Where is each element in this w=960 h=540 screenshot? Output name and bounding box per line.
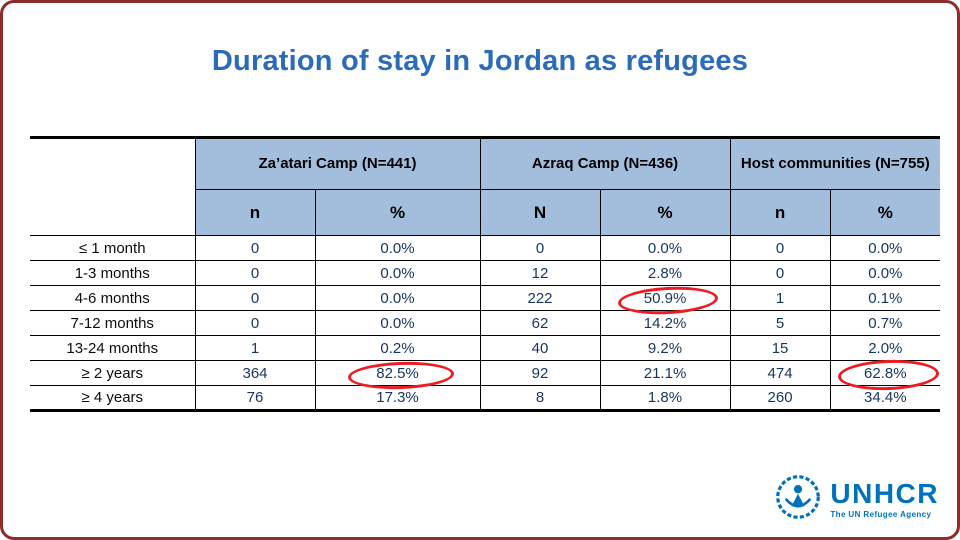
row-label: 13-24 months	[30, 335, 195, 361]
value-cell: 5	[729, 310, 831, 336]
row-label: ≥ 2 years	[30, 360, 195, 386]
unhcr-logo: UNHCR The UN Refugee Agency	[775, 474, 939, 525]
group-header-host: Host communities (N=755)	[729, 137, 941, 190]
value-cell: 92	[479, 360, 601, 386]
row-label: ≥ 4 years	[30, 385, 195, 411]
subheader-cell: n	[194, 189, 315, 236]
value-cell: 62.8%	[829, 360, 941, 386]
value-cell: 62	[479, 310, 601, 336]
duration-table: Za’atari Camp (N=441) Azraq Camp (N=436)…	[30, 136, 941, 412]
value-cell: 1.8%	[599, 385, 731, 411]
value-cell: 15	[729, 335, 831, 361]
value-cell: 0.0%	[314, 310, 481, 336]
value-cell: 14.2%	[599, 310, 731, 336]
subheader-cell: %	[599, 189, 731, 236]
subheader-cell: n	[729, 189, 831, 236]
table-row: 13-24 months 1 0.2% 40 9.2% 15 2.0%	[30, 335, 941, 361]
value-cell: 260	[729, 385, 831, 411]
value-cell: 0	[194, 260, 315, 286]
unhcr-logo-tagline: The UN Refugee Agency	[830, 510, 932, 519]
value-cell: 0.0%	[314, 235, 481, 261]
row-label: 1-3 months	[30, 260, 195, 286]
corner-cell	[30, 137, 195, 236]
subheader-cell: %	[314, 189, 481, 236]
unhcr-emblem-icon	[775, 474, 821, 525]
value-cell: 0	[479, 235, 601, 261]
row-label: 4-6 months	[30, 285, 195, 311]
value-cell: 0.7%	[829, 310, 941, 336]
subheader-cell: %	[829, 189, 941, 236]
value-cell: 0.2%	[314, 335, 481, 361]
value-cell: 364	[194, 360, 315, 386]
value-cell: 76	[194, 385, 315, 411]
value-cell: 2.8%	[599, 260, 731, 286]
value-cell: 0.0%	[599, 235, 731, 261]
value-cell: 21.1%	[599, 360, 731, 386]
value-cell: 0.0%	[829, 260, 941, 286]
value-cell: 82.5%	[314, 360, 481, 386]
value-cell: 17.3%	[314, 385, 481, 411]
value-cell: 8	[479, 385, 601, 411]
unhcr-logo-text: UNHCR The UN Refugee Agency	[830, 478, 939, 520]
value-cell: 0.0%	[314, 285, 481, 311]
table-row: 7-12 months 0 0.0% 62 14.2% 5 0.7%	[30, 310, 941, 336]
row-label: ≤ 1 month	[30, 235, 195, 261]
table-row: ≤ 1 month 0 0.0% 0 0.0% 0 0.0%	[30, 235, 941, 261]
subheader-row: n % N % n %	[30, 189, 941, 236]
group-header-zaatari: Za’atari Camp (N=441)	[194, 137, 481, 190]
group-header-row: Za’atari Camp (N=441) Azraq Camp (N=436)…	[30, 137, 941, 236]
value-cell: 34.4%	[829, 385, 941, 411]
value-cell: 1	[194, 335, 315, 361]
value-cell: 0	[729, 235, 831, 261]
table-row: 1-3 months 0 0.0% 12 2.8% 0 0.0%	[30, 260, 941, 286]
table-row: 4-6 months 0 0.0% 222 50.9% 1 0.1%	[30, 285, 941, 311]
unhcr-logo-name: UNHCR	[830, 478, 939, 509]
value-cell: 222	[479, 285, 601, 311]
slide-title: Duration of stay in Jordan as refugees	[211, 45, 749, 77]
value-cell: 12	[479, 260, 601, 286]
value-cell: 0.0%	[829, 235, 941, 261]
value-cell: 0	[194, 285, 315, 311]
row-label: 7-12 months	[30, 310, 195, 336]
value-cell: 1	[729, 285, 831, 311]
value-cell: 0	[194, 235, 315, 261]
value-cell: 9.2%	[599, 335, 731, 361]
value-cell: 0	[729, 260, 831, 286]
value-cell: 474	[729, 360, 831, 386]
value-cell: 0	[194, 310, 315, 336]
subheader-cell: N	[479, 189, 601, 236]
value-cell: 40	[479, 335, 601, 361]
value-cell: 50.9%	[599, 285, 731, 311]
table-row: ≥ 2 years 364 82.5% 92 21.1% 474 62.8%	[30, 360, 941, 386]
table-row: ≥ 4 years 76 17.3% 8 1.8% 260 34.4%	[30, 385, 941, 411]
value-cell: 0.1%	[829, 285, 941, 311]
value-cell: 2.0%	[829, 335, 941, 361]
group-header-azraq: Azraq Camp (N=436)	[479, 137, 731, 190]
value-cell: 0.0%	[314, 260, 481, 286]
